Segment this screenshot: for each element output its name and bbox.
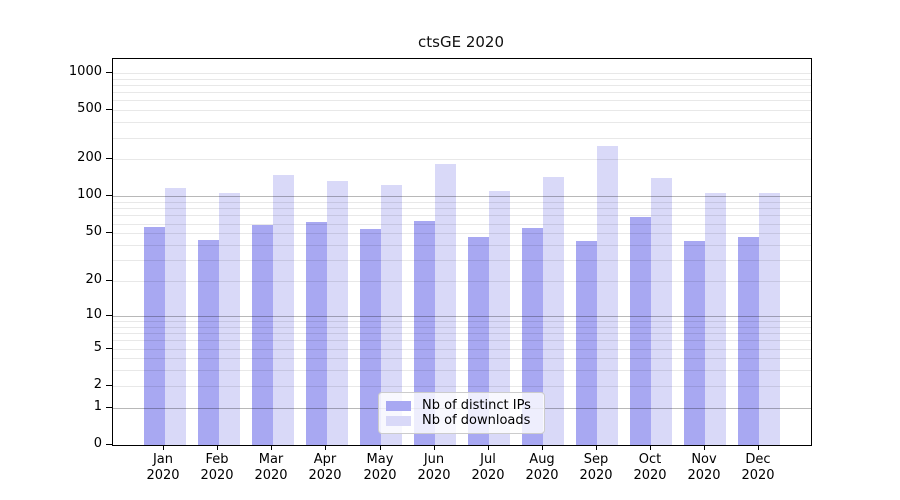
x-tick-label: Apr 2020 [308,452,342,483]
x-tick-label: Mar 2020 [254,452,288,483]
y-tick-label: 100 [77,187,102,202]
bar-distinct-ips [360,229,381,445]
x-tick-label: Dec 2020 [741,452,775,483]
bar-downloads [597,146,618,445]
x-tick-label: Feb 2020 [200,452,234,483]
x-tick-mark [596,445,597,450]
gridline-minor [113,138,811,139]
bar-downloads [273,175,294,445]
y-tick-mark [106,315,112,316]
y-tick-label: 1000 [68,64,102,79]
bar-downloads [705,193,726,445]
bar-distinct-ips [306,222,327,445]
bar-distinct-ips [630,217,651,445]
gridline-minor [113,110,811,111]
y-tick-mark [106,109,112,110]
x-tick-label: Aug 2020 [525,452,559,483]
legend-item-downloads: Nb of downloads [386,413,535,428]
x-tick-label: Jun 2020 [417,452,451,483]
x-tick-mark [650,445,651,450]
x-tick-mark [434,445,435,450]
x-tick-mark [325,445,326,450]
legend-item-distinct-ips: Nb of distinct IPs [386,398,535,413]
bar-distinct-ips [684,241,705,445]
bar-distinct-ips [252,225,273,445]
y-tick-mark [106,407,112,408]
bar-distinct-ips [522,228,543,445]
y-tick-mark [106,158,112,159]
gridline-minor [113,100,811,101]
bar-downloads [651,178,672,445]
legend-label-distinct-ips: Nb of distinct IPs [422,398,531,413]
bar-downloads [327,181,348,445]
y-tick-mark [106,72,112,73]
bar-downloads [381,185,402,445]
y-tick-label: 50 [85,224,102,239]
x-tick-mark [380,445,381,450]
x-tick-mark [217,445,218,450]
y-tick-label: 20 [85,272,102,287]
bar-downloads [543,177,564,445]
y-tick-mark [106,385,112,386]
x-tick-label: Jan 2020 [146,452,180,483]
bar-downloads [759,193,780,445]
gridline-minor [113,92,811,93]
gridline-minor [113,79,811,80]
y-tick-mark [106,280,112,281]
y-tick-mark [106,444,112,445]
x-tick-mark [488,445,489,450]
x-tick-label: May 2020 [363,452,397,483]
y-tick-label: 500 [77,101,102,116]
x-tick-mark [271,445,272,450]
plot-area [112,58,812,446]
x-tick-label: Nov 2020 [687,452,721,483]
x-tick-mark [163,445,164,450]
y-tick-label: 0 [93,436,102,451]
bar-downloads [165,188,186,445]
legend: Nb of distinct IPs Nb of downloads [378,392,545,434]
chart-title: ctsGE 2020 [418,33,504,51]
gridline-minor [113,85,811,86]
bar-distinct-ips [144,227,165,445]
y-tick-label: 10 [85,307,102,322]
legend-swatch-downloads [386,415,411,426]
y-tick-label: 200 [77,150,102,165]
bar-downloads [219,193,240,445]
x-tick-mark [542,445,543,450]
x-tick-mark [758,445,759,450]
legend-swatch-distinct-ips [386,400,411,411]
y-tick-label: 2 [93,377,102,392]
bar-distinct-ips [738,237,759,445]
x-tick-label: Sep 2020 [579,452,613,483]
y-tick-mark [106,348,112,349]
y-tick-label: 5 [93,340,102,355]
bar-distinct-ips [414,221,435,445]
legend-label-downloads: Nb of downloads [422,413,531,428]
y-tick-mark [106,232,112,233]
bar-downloads [489,191,510,445]
x-tick-label: Oct 2020 [633,452,667,483]
bar-distinct-ips [198,240,219,445]
x-tick-mark [704,445,705,450]
bar-distinct-ips [576,241,597,445]
gridline-minor [113,122,811,123]
y-tick-label: 1 [93,399,102,414]
bar-downloads [435,164,456,445]
gridline-minor [113,159,811,160]
x-tick-label: Jul 2020 [471,452,505,483]
y-tick-mark [106,195,112,196]
gridline-minor [113,73,811,74]
